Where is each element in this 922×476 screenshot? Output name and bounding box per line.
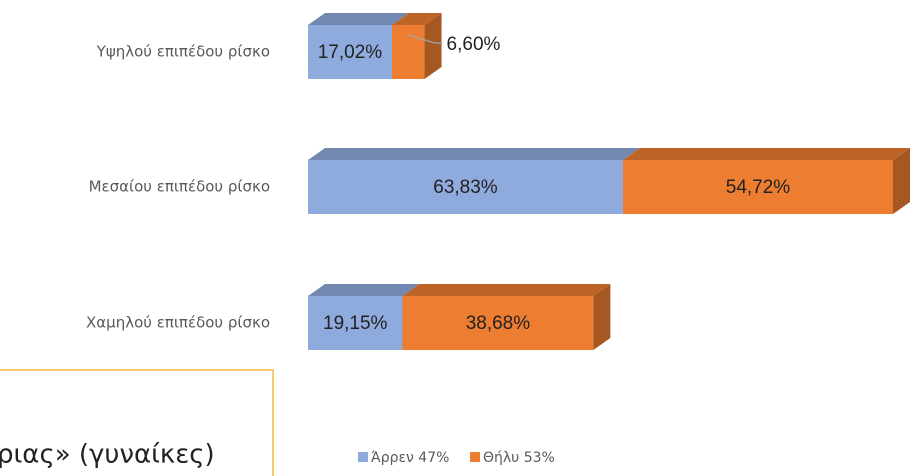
bar <box>308 160 623 214</box>
bar <box>402 296 594 350</box>
bar-top <box>308 13 409 25</box>
category-label: Χαμηλού επιπέδου ρίσκο <box>86 314 270 332</box>
bar-top <box>402 284 611 296</box>
bar-side <box>893 148 910 214</box>
bar <box>308 25 392 79</box>
category-label: Υψηλού επιπέδου ρίσκο <box>96 43 270 61</box>
value-label: 63,83% <box>433 177 498 198</box>
bar-top <box>308 284 420 296</box>
category-label: Μεσαίου επιπέδου ρίσκο <box>89 178 270 196</box>
value-label: 38,68% <box>466 313 531 334</box>
value-label: 6,60% <box>447 34 501 55</box>
bar-top <box>622 148 910 160</box>
value-label: 54,72% <box>726 177 791 198</box>
bar-top <box>308 148 640 160</box>
bar <box>308 296 403 350</box>
bar-top <box>391 13 442 25</box>
bar <box>622 160 893 214</box>
legend-label: Άρρεν 47% <box>371 450 449 466</box>
annotation: ριας» (γυναίκες) <box>0 440 215 470</box>
bar <box>391 25 425 79</box>
bar-side <box>593 284 611 350</box>
leader-line <box>408 34 443 44</box>
text-box <box>0 369 274 476</box>
legend-label: Θήλυ 53% <box>483 450 555 466</box>
value-label: 17,02% <box>318 42 383 63</box>
legend-swatch <box>470 452 480 462</box>
bar-side <box>424 13 442 79</box>
value-label: 19,15% <box>323 313 388 334</box>
legend-swatch <box>358 452 368 462</box>
